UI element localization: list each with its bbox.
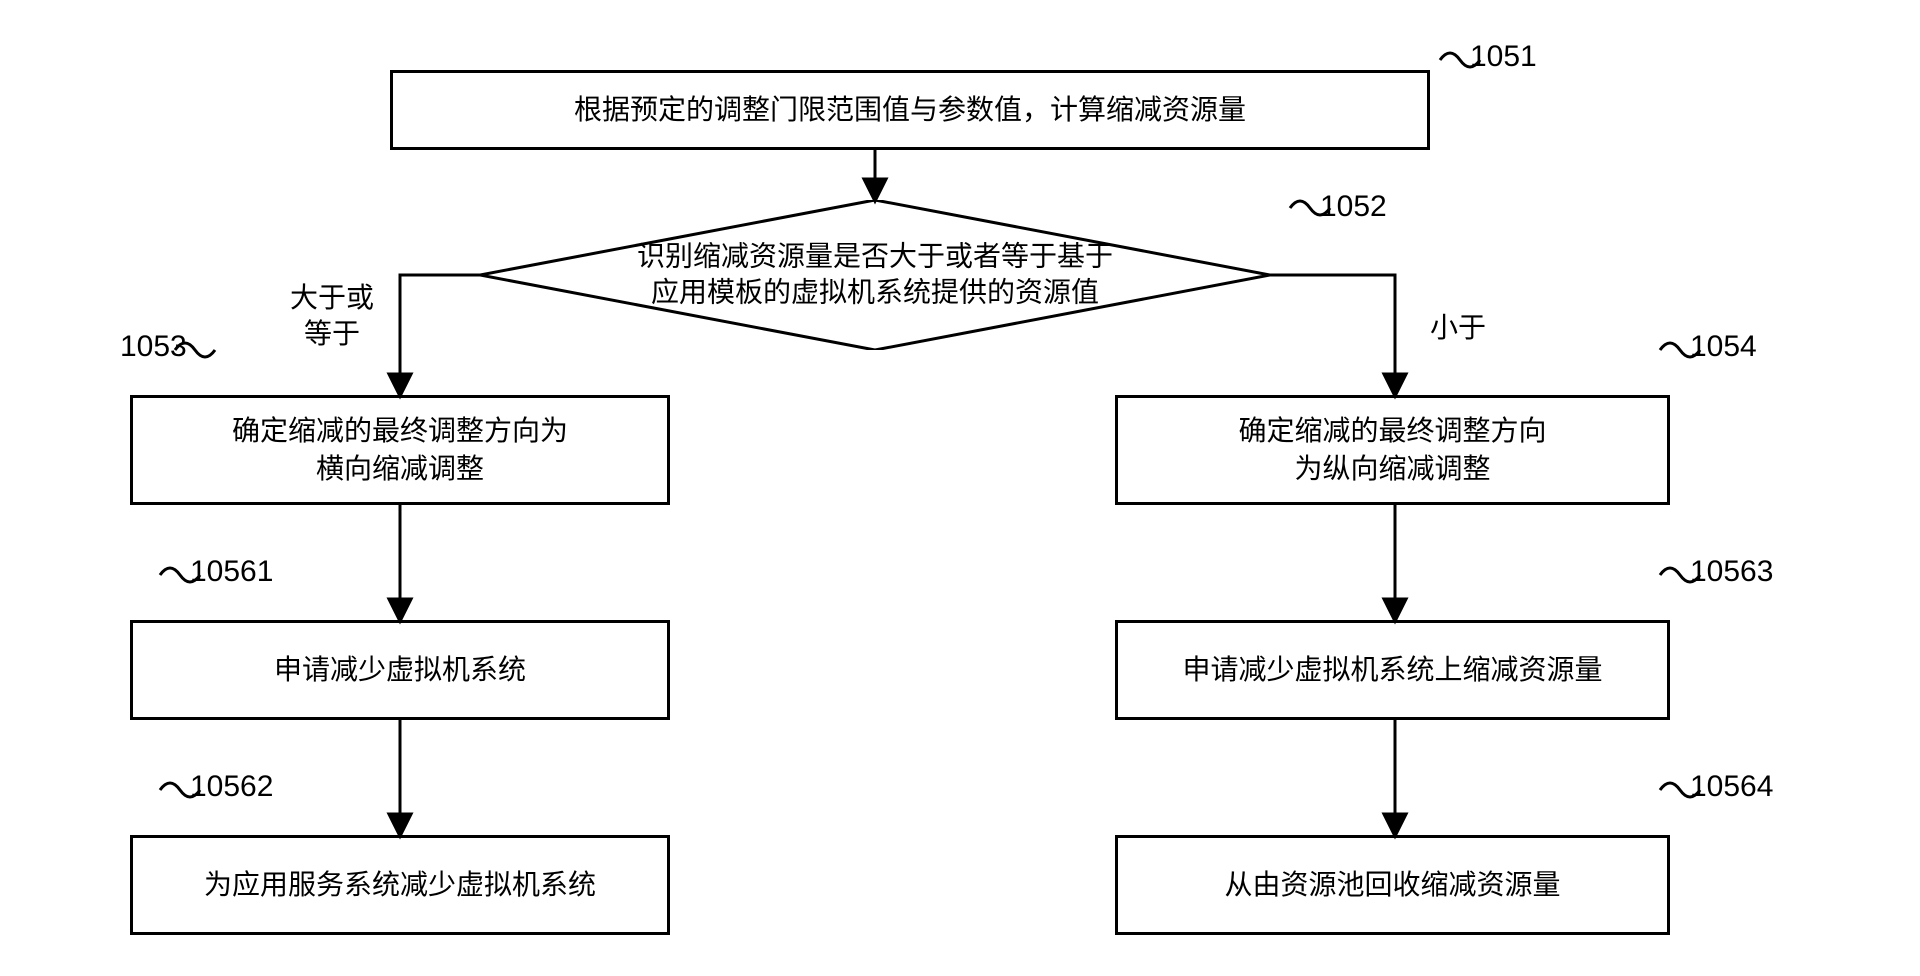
node-1053-text-2: 横向缩减调整 — [316, 453, 484, 484]
node-10562-text: 为应用服务系统减少虚拟机系统 — [204, 866, 596, 904]
node-10562: 为应用服务系统减少虚拟机系统 — [130, 835, 670, 935]
node-1051-text: 根据预定的调整门限范围值与参数值，计算缩减资源量 — [574, 91, 1246, 129]
ref-1054: 1054 — [1690, 330, 1757, 364]
node-1052-text-1: 识别缩减资源量是否大于或者等于基于 — [637, 241, 1113, 272]
edge-label-lt: 小于 — [1430, 310, 1486, 346]
node-1052: 识别缩减资源量是否大于或者等于基于 应用模板的虚拟机系统提供的资源值 — [480, 200, 1270, 350]
ref-10562: 10562 — [190, 770, 273, 804]
node-10564-text: 从由资源池回收缩减资源量 — [1224, 866, 1560, 904]
ref-1051: 1051 — [1470, 40, 1537, 74]
ref-10564: 10564 — [1690, 770, 1773, 804]
edge-label-gte-2: 等于 — [304, 318, 360, 349]
node-1054-text-2: 为纵向缩减调整 — [1294, 453, 1490, 484]
node-10563: 申请减少虚拟机系统上缩减资源量 — [1115, 620, 1670, 720]
node-1052-text-2: 应用模板的虚拟机系统提供的资源值 — [651, 277, 1099, 308]
node-1054: 确定缩减的最终调整方向 为纵向缩减调整 — [1115, 395, 1670, 505]
node-1053: 确定缩减的最终调整方向为 横向缩减调整 — [130, 395, 670, 505]
node-1053-text-1: 确定缩减的最终调整方向为 — [232, 415, 568, 446]
edge-label-gte: 大于或 等于 — [290, 280, 374, 353]
node-1051: 根据预定的调整门限范围值与参数值，计算缩减资源量 — [390, 70, 1430, 150]
ref-1052: 1052 — [1320, 190, 1387, 224]
ref-10563: 10563 — [1690, 555, 1773, 589]
node-10563-text: 申请减少虚拟机系统上缩减资源量 — [1182, 651, 1602, 689]
node-1054-text-1: 确定缩减的最终调整方向 — [1238, 415, 1546, 446]
ref-1053: 1053 — [120, 330, 187, 364]
node-10564: 从由资源池回收缩减资源量 — [1115, 835, 1670, 935]
node-10561: 申请减少虚拟机系统 — [130, 620, 670, 720]
ref-10561: 10561 — [190, 555, 273, 589]
edge-label-gte-1: 大于或 — [290, 282, 374, 313]
edge-label-lt-text: 小于 — [1430, 312, 1486, 343]
node-10561-text: 申请减少虚拟机系统 — [274, 651, 526, 689]
